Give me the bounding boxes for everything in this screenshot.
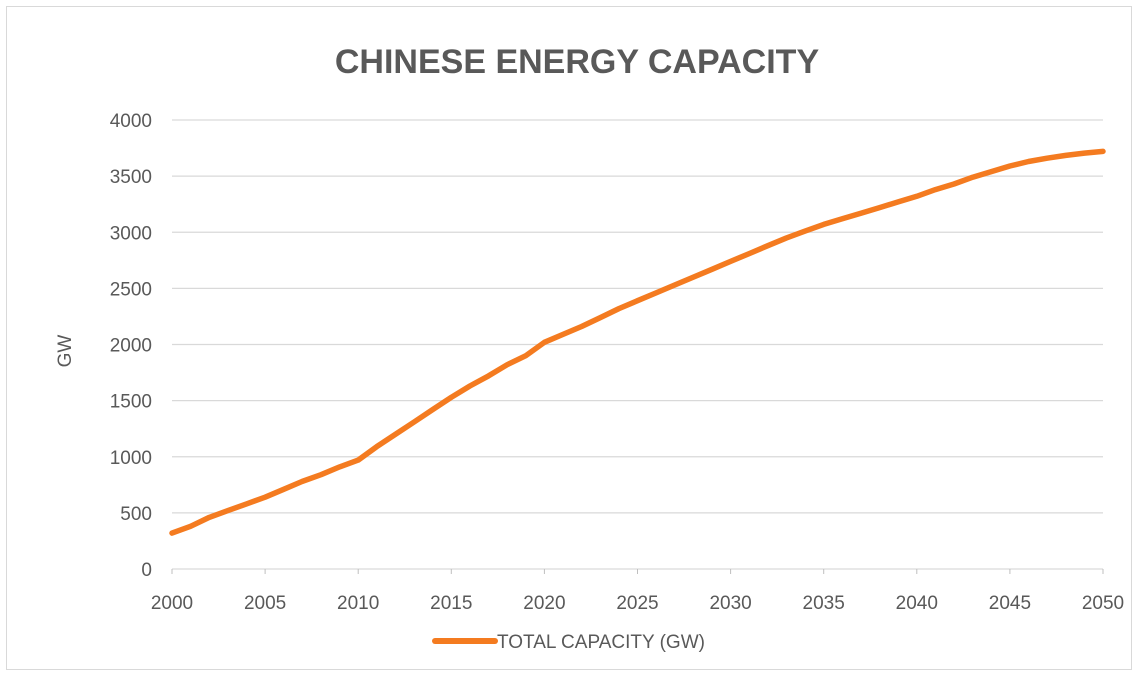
chart-frame: CHINESE ENERGY CAPACITY GW 0 500 1000 1500 2… xyxy=(6,6,1132,670)
y-tick-label: 3500 xyxy=(110,167,152,188)
y-axis-label: GW xyxy=(55,335,76,368)
x-tick-label: 2010 xyxy=(337,593,379,614)
x-tick-label: 2015 xyxy=(430,593,472,614)
y-tick-label: 2000 xyxy=(110,336,152,357)
legend: TOTAL CAPACITY (GW) xyxy=(432,632,705,653)
x-tick-label: 2035 xyxy=(803,593,845,614)
x-tick-label: 2000 xyxy=(151,593,193,614)
grid-lines xyxy=(171,119,1104,574)
legend-label: TOTAL CAPACITY (GW) xyxy=(497,632,705,653)
y-tick-label: 0 xyxy=(141,560,152,581)
x-tick-label: 2040 xyxy=(896,593,938,614)
x-tick-labels: 2000 2005 2010 2015 2020 2025 2030 2035 2040 2045… xyxy=(151,593,1124,614)
y-tick-label: 1000 xyxy=(110,448,152,469)
y-tick-labels: 0 500 1000 1500 2000 2500 3000 3500 4000 xyxy=(110,111,152,581)
x-tick-label: 2050 xyxy=(1082,593,1124,614)
x-tick-label: 2005 xyxy=(244,593,286,614)
x-tick-label: 2020 xyxy=(523,593,565,614)
chart-title: CHINESE ENERGY CAPACITY xyxy=(335,43,820,81)
y-tick-label: 1500 xyxy=(110,392,152,413)
y-tick-label: 3000 xyxy=(110,223,152,244)
y-tick-label: 2500 xyxy=(110,279,152,300)
x-tick-label: 2030 xyxy=(709,593,751,614)
x-tick-label: 2045 xyxy=(989,593,1031,614)
x-tick-label: 2025 xyxy=(616,593,658,614)
y-tick-label: 4000 xyxy=(110,111,152,132)
series-line-0 xyxy=(169,148,1106,536)
y-tick-label: 500 xyxy=(120,504,152,525)
series-lines xyxy=(169,148,1106,536)
chart-svg: CHINESE ENERGY CAPACITY GW 0 500 1000 1500 2… xyxy=(55,43,1124,653)
